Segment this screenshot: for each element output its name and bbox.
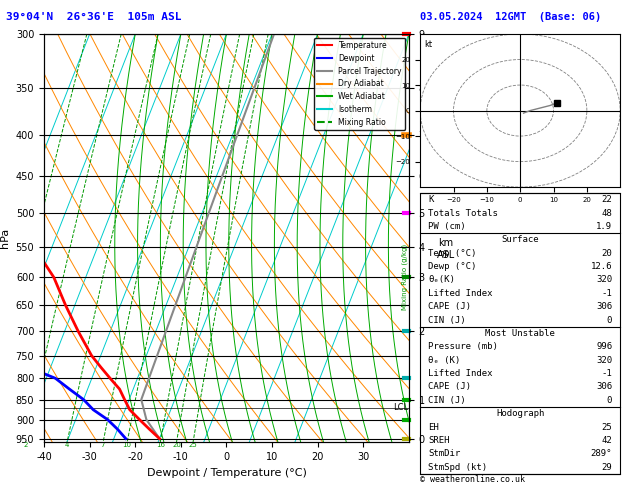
Text: 25: 25 xyxy=(189,442,198,448)
Text: 39°04'N  26°36'E  105m ASL: 39°04'N 26°36'E 105m ASL xyxy=(6,12,182,22)
Text: LCL: LCL xyxy=(393,403,408,412)
Text: θₑ(K): θₑ(K) xyxy=(428,276,455,284)
Text: CAPE (J): CAPE (J) xyxy=(428,382,471,391)
Text: 10: 10 xyxy=(123,442,131,448)
Text: θₑ (K): θₑ (K) xyxy=(428,356,460,364)
Text: CIN (J): CIN (J) xyxy=(428,315,466,325)
Text: 289°: 289° xyxy=(591,449,612,458)
Text: CIN (J): CIN (J) xyxy=(428,396,466,405)
Text: 4: 4 xyxy=(65,442,69,448)
Text: 320: 320 xyxy=(596,276,612,284)
Legend: Temperature, Dewpoint, Parcel Trajectory, Dry Adiabat, Wet Adiabat, Isotherm, Mi: Temperature, Dewpoint, Parcel Trajectory… xyxy=(314,38,405,130)
Text: Temp (°C): Temp (°C) xyxy=(428,249,477,258)
Text: StmSpd (kt): StmSpd (kt) xyxy=(428,463,487,471)
Text: Lifted Index: Lifted Index xyxy=(428,289,493,298)
Y-axis label: km
ASL: km ASL xyxy=(437,238,455,260)
Text: © weatheronline.co.uk: © weatheronline.co.uk xyxy=(420,474,525,484)
Text: 29: 29 xyxy=(601,463,612,471)
Text: 16: 16 xyxy=(156,442,165,448)
Text: 0: 0 xyxy=(607,396,612,405)
Text: 42: 42 xyxy=(601,436,612,445)
Text: Pressure (mb): Pressure (mb) xyxy=(428,342,498,351)
Text: 996: 996 xyxy=(596,342,612,351)
Text: Most Unstable: Most Unstable xyxy=(485,329,555,338)
Text: K: K xyxy=(428,195,433,204)
Text: SREH: SREH xyxy=(428,436,450,445)
Text: -1: -1 xyxy=(601,289,612,298)
X-axis label: Dewpoint / Temperature (°C): Dewpoint / Temperature (°C) xyxy=(147,468,306,478)
Text: 20: 20 xyxy=(601,249,612,258)
Text: Surface: Surface xyxy=(501,235,539,244)
Text: 48: 48 xyxy=(601,208,612,218)
Text: kt: kt xyxy=(424,40,432,49)
Text: 320: 320 xyxy=(596,356,612,364)
Text: 25: 25 xyxy=(601,422,612,432)
Text: Hodograph: Hodograph xyxy=(496,409,544,418)
Text: Mixing Ratio (g/kg): Mixing Ratio (g/kg) xyxy=(401,244,408,311)
Text: 12.6: 12.6 xyxy=(591,262,612,271)
Text: 0: 0 xyxy=(607,315,612,325)
Text: 2: 2 xyxy=(23,442,28,448)
Text: -1: -1 xyxy=(601,369,612,378)
Text: 20: 20 xyxy=(172,442,181,448)
Text: EH: EH xyxy=(428,422,439,432)
Text: 22: 22 xyxy=(601,195,612,204)
Text: Totals Totals: Totals Totals xyxy=(428,208,498,218)
Text: 1.9: 1.9 xyxy=(596,222,612,231)
Text: Dewp (°C): Dewp (°C) xyxy=(428,262,477,271)
Text: CAPE (J): CAPE (J) xyxy=(428,302,471,311)
Y-axis label: hPa: hPa xyxy=(0,228,10,248)
Text: 7: 7 xyxy=(101,442,105,448)
Text: 03.05.2024  12GMT  (Base: 06): 03.05.2024 12GMT (Base: 06) xyxy=(420,12,601,22)
Text: PW (cm): PW (cm) xyxy=(428,222,466,231)
Text: 306: 306 xyxy=(596,382,612,391)
Text: Lifted Index: Lifted Index xyxy=(428,369,493,378)
Text: StmDir: StmDir xyxy=(428,449,460,458)
Text: 306: 306 xyxy=(596,302,612,311)
